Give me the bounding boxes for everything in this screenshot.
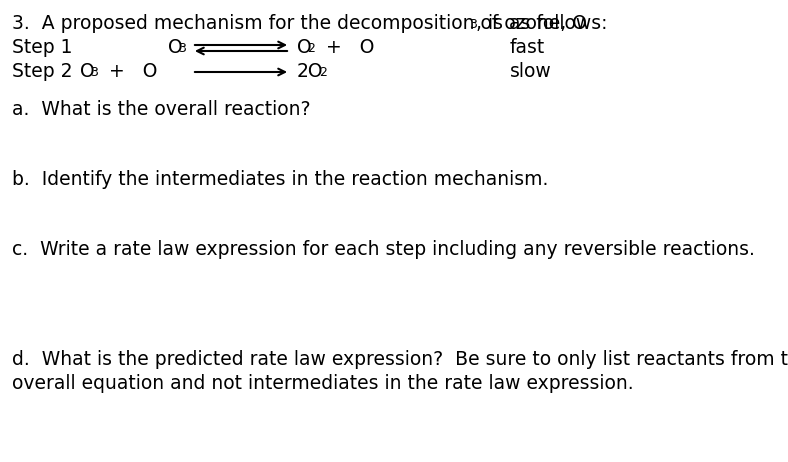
Text: c.  Write a rate law expression for each step including any reversible reactions: c. Write a rate law expression for each … xyxy=(12,240,755,259)
Text: O: O xyxy=(80,62,95,81)
Text: 2: 2 xyxy=(307,42,315,55)
Text: O: O xyxy=(297,38,311,57)
Text: 3.  A proposed mechanism for the decomposition of ozone, O: 3. A proposed mechanism for the decompos… xyxy=(12,14,587,33)
Text: d.  What is the predicted rate law expression?  Be sure to only list reactants f: d. What is the predicted rate law expres… xyxy=(12,350,788,369)
Text: , is as follows:: , is as follows: xyxy=(476,14,608,33)
Text: O: O xyxy=(168,38,183,57)
Text: overall equation and not intermediates in the rate law expression.: overall equation and not intermediates i… xyxy=(12,374,634,393)
Text: 2: 2 xyxy=(319,66,327,79)
Text: 3: 3 xyxy=(90,66,98,79)
Text: Step 2: Step 2 xyxy=(12,62,72,81)
Text: +   O: + O xyxy=(314,38,374,57)
Text: +   O: + O xyxy=(97,62,158,81)
Text: a.  What is the overall reaction?: a. What is the overall reaction? xyxy=(12,100,310,119)
Text: fast: fast xyxy=(510,38,545,57)
Text: b.  Identify the intermediates in the reaction mechanism.: b. Identify the intermediates in the rea… xyxy=(12,170,548,189)
Text: 2O: 2O xyxy=(297,62,324,81)
Text: 3: 3 xyxy=(469,18,477,31)
Text: 3: 3 xyxy=(178,42,186,55)
Text: slow: slow xyxy=(510,62,552,81)
Text: Step 1: Step 1 xyxy=(12,38,72,57)
